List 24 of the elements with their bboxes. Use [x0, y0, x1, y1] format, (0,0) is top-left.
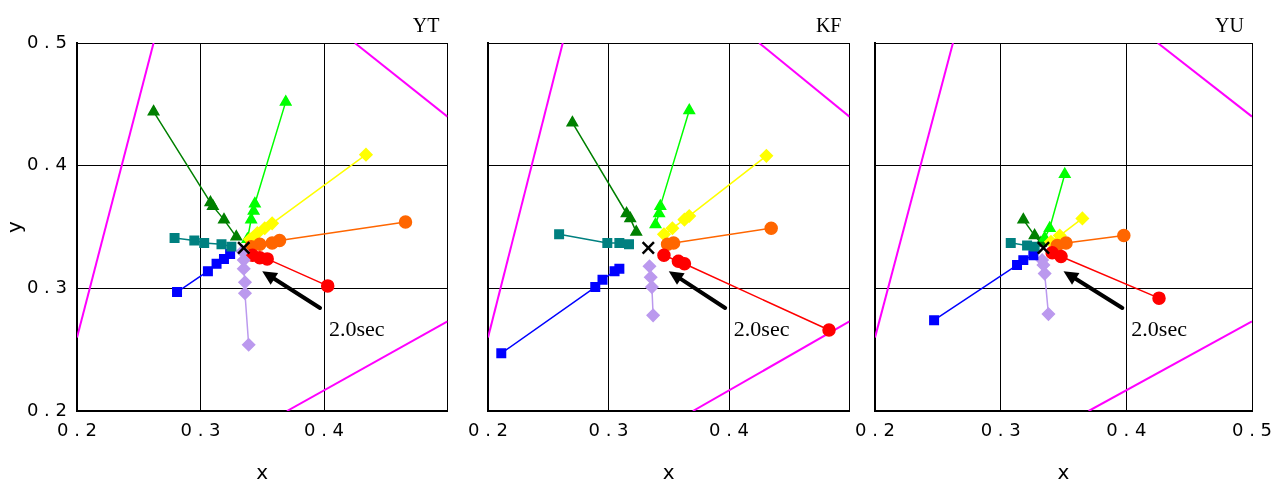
x-tick-label: 0 . 3 — [980, 419, 1021, 441]
x-tick-label: 0 . 2 — [468, 419, 509, 441]
y-axis-title: y — [2, 220, 27, 233]
x-tick-label: 0 . 2 — [855, 419, 896, 441]
x-tick-label: 0 . 3 — [180, 419, 221, 441]
y-tick-label: 0 . 4 — [26, 153, 67, 175]
x-tick-label: 0 . 4 — [1106, 419, 1147, 441]
chart-title: YT — [412, 14, 440, 37]
annotation: 2.0sec — [1131, 315, 1188, 341]
annotation: 2.0sec — [328, 315, 385, 341]
x-axis-title: x — [662, 460, 675, 485]
x-axis-title: x — [1057, 460, 1070, 485]
y-tick-label: 0 . 5 — [26, 30, 67, 52]
y-tick-label: 0 . 2 — [26, 398, 67, 420]
x-tick-label: 0 . 3 — [588, 419, 629, 441]
x-tick-label: 0 . 5 — [1231, 419, 1273, 441]
x-tick-label: 0 . 4 — [303, 419, 345, 441]
x-axis-title: x — [256, 460, 269, 485]
chart-title: KF — [815, 14, 842, 37]
chart-title: YU — [1215, 14, 1245, 37]
y-tick-label: 0 . 3 — [26, 276, 67, 298]
x-tick-label: 0 . 2 — [56, 419, 98, 441]
x-tick-label: 0 . 4 — [708, 419, 750, 441]
annotation: 2.0sec — [733, 315, 790, 341]
